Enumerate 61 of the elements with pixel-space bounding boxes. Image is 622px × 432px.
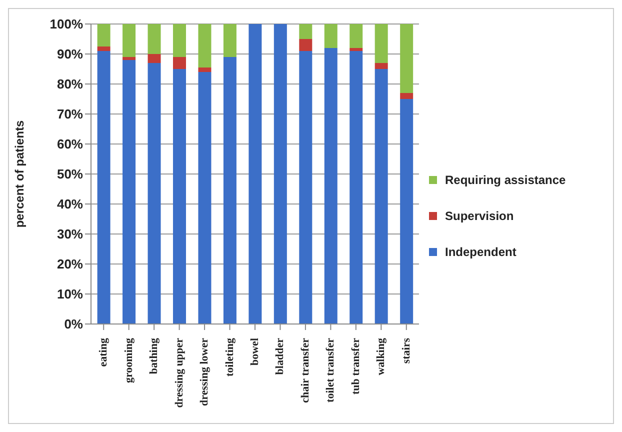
x-tick-label: tub transfer [350,338,362,395]
bar [350,24,363,48]
y-tick-label: 60% [56,136,84,152]
bar [374,63,388,69]
y-tick-label: 80% [56,76,84,92]
legend-label: Supervision [445,209,514,223]
bar [400,93,414,99]
y-axis-title: percent of patients [12,120,26,228]
bar [299,39,312,51]
x-tick-label: walking [375,338,388,376]
bar [198,24,212,68]
bar [122,60,136,324]
bar [148,63,161,324]
y-tick-label: 50% [56,166,84,182]
bar [148,24,161,54]
bar [97,46,110,51]
y-tick-label: 70% [56,106,84,122]
bar [148,54,161,63]
x-tick-label: toilet transfer [324,338,337,402]
bar [122,57,136,60]
bar [400,99,414,324]
bar [173,24,186,57]
bar [223,24,236,57]
x-tick-label: bowel [249,338,261,366]
legend-label: Independent [445,245,516,259]
x-tick-label: dressing lower [198,338,211,406]
y-tick-label: 20% [56,256,84,272]
y-tick-label: 90% [56,46,84,62]
bar [299,51,312,324]
bar [324,48,338,324]
bar [324,24,338,48]
y-tick-label: 100% [50,16,84,32]
x-tick-label: toileting [224,338,236,376]
bar [274,24,287,324]
x-tick-label: chair transfer [299,338,312,403]
x-tick-label: eating [98,338,110,367]
x-tick-label: dressing upper [173,338,186,408]
bar [350,48,363,51]
bar [350,51,363,324]
legend-label: Requiring assistance [445,173,566,187]
y-tick-label: 40% [56,196,84,212]
bar [198,68,212,72]
bar [299,24,312,39]
x-tick-label: grooming [122,338,135,384]
bar [374,69,388,324]
bar [223,57,236,324]
x-tick-label: stairs [400,337,412,364]
bar [97,51,110,324]
bar [400,24,414,93]
y-tick-label: 0% [64,316,84,332]
bar [97,24,110,46]
bar [173,57,186,69]
y-tick-label: 10% [56,286,84,302]
bar [374,24,388,63]
y-tick-label: 30% [56,226,84,242]
bar [173,69,186,324]
bar [248,24,262,324]
bar [122,24,136,57]
bar [198,72,212,324]
x-tick-label: bathing [148,338,160,374]
x-tick-label: bladder [274,338,286,375]
